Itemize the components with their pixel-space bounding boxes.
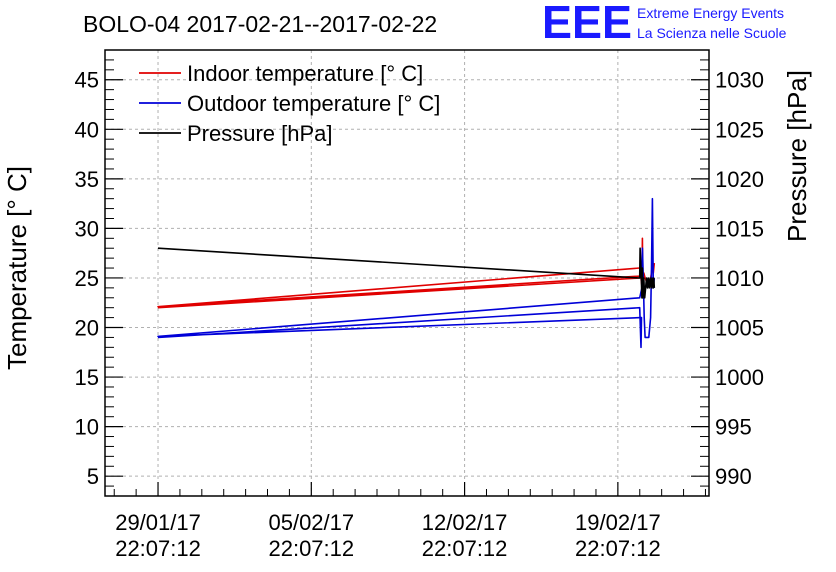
y2-tick-label: 1030 <box>715 68 764 93</box>
y-tick-label: 40 <box>75 117 99 142</box>
logo-line2: La Scienza nelle Scuole <box>637 25 787 41</box>
y-tick-label: 30 <box>75 216 99 241</box>
logo-line1: Extreme Energy Events <box>637 5 784 21</box>
series-line-2 <box>157 247 656 299</box>
plot-frame <box>104 49 710 497</box>
legend-label: Outdoor temperature [° C] <box>187 91 440 116</box>
y2-tick-label: 990 <box>715 464 752 489</box>
x-tick-label-time: 22:07:12 <box>115 536 201 561</box>
y-tick-label: 25 <box>75 266 99 291</box>
x-tick-label-time: 22:07:12 <box>268 536 354 561</box>
series-line-0 <box>157 237 656 309</box>
y2-tick-label: 995 <box>715 415 752 440</box>
y-tick-label: 5 <box>87 464 99 489</box>
legend-label: Indoor temperature [° C] <box>187 61 423 86</box>
axes: 5101520253035404599099510001005101010151… <box>75 49 764 561</box>
y-tick-label: 20 <box>75 316 99 341</box>
logo-mark: EEE <box>542 0 632 48</box>
y2-tick-label: 1015 <box>715 216 764 241</box>
x-tick-label-date: 29/01/17 <box>115 510 201 535</box>
legend-label: Pressure [hPa] <box>187 121 333 146</box>
y-tick-label: 35 <box>75 167 99 192</box>
grid <box>105 50 709 496</box>
plot-series <box>157 197 656 349</box>
x-tick-label-time: 22:07:12 <box>575 536 661 561</box>
y-axis-title: Temperature [° C] <box>2 166 32 370</box>
chart-title: BOLO-04 2017-02-21--2017-02-22 <box>83 11 437 37</box>
x-tick-label-date: 05/02/17 <box>268 510 354 535</box>
y2-tick-label: 1025 <box>715 117 764 142</box>
y-tick-label: 10 <box>75 415 99 440</box>
legend: Indoor temperature [° C] Outdoor temperat… <box>139 61 440 146</box>
y2-tick-label: 1005 <box>715 316 764 341</box>
y2-axis-title: Pressure [hPa] <box>782 70 812 242</box>
y2-tick-label: 1020 <box>715 167 764 192</box>
x-tick-label-time: 22:07:12 <box>422 536 508 561</box>
x-tick-label-date: 19/02/17 <box>575 510 661 535</box>
y2-tick-label: 1000 <box>715 365 764 390</box>
y-tick-label: 45 <box>75 68 99 93</box>
x-tick-label-date: 12/02/17 <box>422 510 508 535</box>
eee-logo: EEE Extreme Energy Events La Scienza nel… <box>542 0 787 48</box>
series-line-1 <box>157 197 656 349</box>
y-tick-label: 15 <box>75 365 99 390</box>
y2-tick-label: 1010 <box>715 266 764 291</box>
